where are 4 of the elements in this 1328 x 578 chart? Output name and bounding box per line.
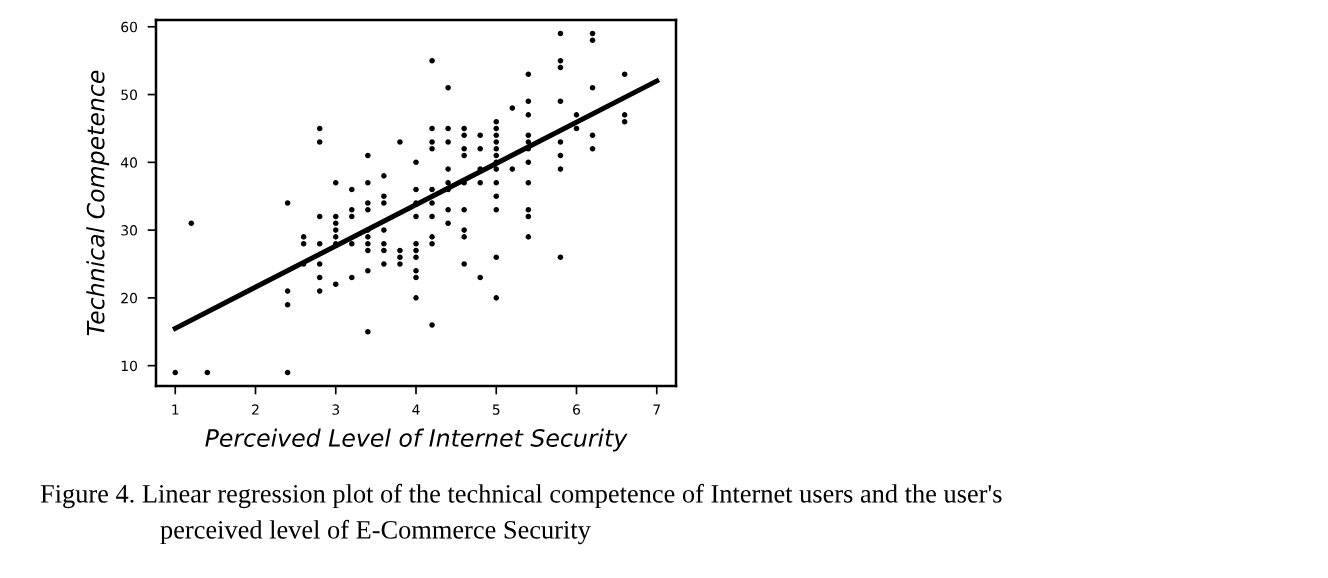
text: perceived level of E-Commerce Security: [160, 519, 591, 545]
caption: Figure 4. Linear regression plot of the technical competence of Internet users and the user's: [40, 483, 1002, 509]
y-axis-title: Technical Competence: [86, 70, 110, 336]
x-axis-title: Perceived Level of Internet Security: [205, 428, 628, 452]
